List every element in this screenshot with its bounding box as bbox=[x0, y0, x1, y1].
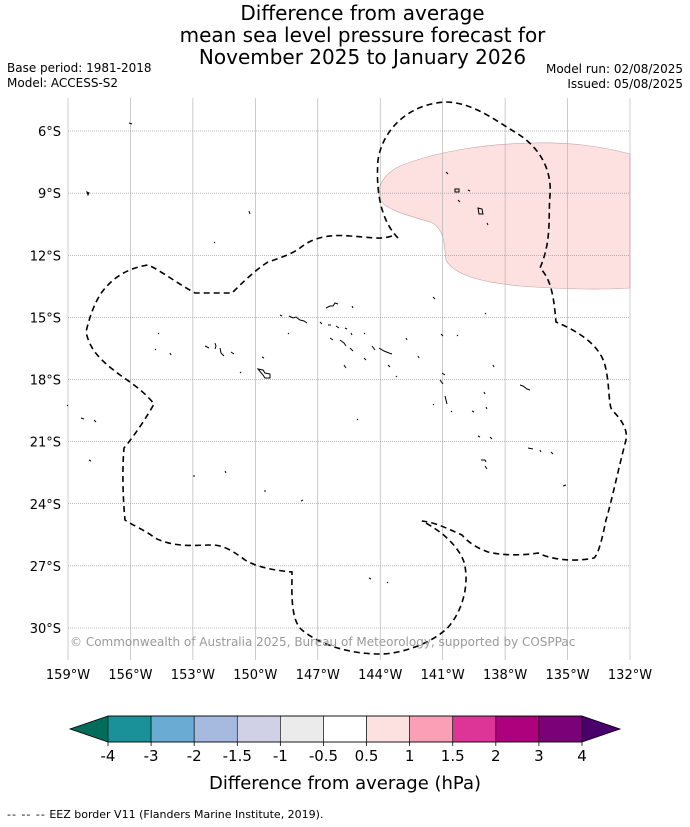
colorbar-cell bbox=[323, 715, 367, 743]
lat-label: 30°S bbox=[30, 622, 61, 637]
colorbar: -4 -3 -2 -1.5 -1 -0.5 0.5 1 1.5 2 3 4 bbox=[68, 715, 622, 765]
map-title: Difference from average mean sea level p… bbox=[0, 2, 690, 68]
colorbar-cell bbox=[107, 715, 152, 743]
meta-left: Base period: 1981-2018 Model: ACCESS-S2 bbox=[7, 61, 152, 91]
colorbar-tick-label: 0.5 bbox=[355, 747, 379, 765]
colorbar-tick-label: 1 bbox=[405, 747, 415, 765]
lon-label: 156°W bbox=[108, 668, 152, 683]
model-name: Model: ACCESS-S2 bbox=[7, 76, 119, 90]
lat-label: 12°S bbox=[30, 249, 61, 264]
anomaly-region bbox=[378, 142, 631, 290]
title-line-2: mean sea level pressure forecast for bbox=[179, 23, 546, 47]
lon-label: 141°W bbox=[421, 668, 465, 683]
colorbar-tick-label: 2 bbox=[491, 747, 501, 765]
colorbar-tick-label: -0.5 bbox=[309, 747, 338, 765]
lon-label: 135°W bbox=[545, 668, 589, 683]
gridlines bbox=[67, 98, 631, 660]
colorbar-label: Difference from average (hPa) bbox=[209, 773, 481, 794]
lon-label: 147°W bbox=[296, 668, 340, 683]
lon-label: 153°W bbox=[171, 668, 215, 683]
lon-label: 150°W bbox=[233, 668, 277, 683]
colorbar-tick-label: -1.5 bbox=[223, 747, 252, 765]
base-period: Base period: 1981-2018 bbox=[7, 61, 152, 75]
eez-legend-symbol: -- -- -- bbox=[7, 808, 46, 821]
lat-label: 6°S bbox=[38, 125, 61, 140]
colorbar-tick-label: 4 bbox=[577, 747, 587, 765]
colorbar-cell bbox=[193, 715, 238, 743]
model-run: Model run: 02/08/2025 bbox=[545, 62, 683, 76]
colorbar-cell bbox=[538, 715, 583, 743]
colorbar-over-arrow bbox=[582, 716, 620, 742]
islands bbox=[66, 122, 567, 584]
lat-label: 27°S bbox=[30, 560, 61, 575]
colorbar-tick-label: -1 bbox=[273, 747, 288, 765]
colorbar-cell bbox=[150, 715, 195, 743]
colorbar-tick-label: 1.5 bbox=[441, 747, 465, 765]
latitude-labels: 6°S 9°S 12°S 15°S 18°S 21°S 24°S 27°S 30°S bbox=[30, 125, 61, 637]
lon-label: 159°W bbox=[46, 668, 90, 683]
colorbar-cell bbox=[495, 715, 540, 743]
colorbar-tick-label: -4 bbox=[101, 747, 116, 765]
title-line-3: November 2025 to January 2026 bbox=[198, 45, 527, 69]
footer-legend: -- -- -- EEZ border V11 (Flanders Marine… bbox=[7, 808, 323, 821]
colorbar-under-arrow bbox=[70, 716, 108, 742]
eez-border bbox=[85, 101, 628, 655]
colorbar-cell bbox=[452, 715, 497, 743]
colorbar-cell bbox=[409, 715, 454, 743]
colorbar-cell bbox=[366, 715, 410, 743]
colorbar-tick-label: -2 bbox=[187, 747, 202, 765]
copyright-notice: © Commonwealth of Australia 2025, Bureau… bbox=[70, 635, 575, 649]
title-line-1: Difference from average bbox=[240, 1, 485, 25]
issued-date: Issued: 05/08/2025 bbox=[567, 77, 683, 91]
eez-legend-text: EEZ border V11 (Flanders Marine Institut… bbox=[49, 808, 324, 821]
colorbar-cell bbox=[236, 715, 281, 743]
colorbar-tick-label: -3 bbox=[144, 747, 159, 765]
longitude-labels: 159°W 156°W 153°W 150°W 147°W 144°W 141°W 138°W… bbox=[46, 668, 652, 683]
lon-label: 132°W bbox=[608, 668, 652, 683]
lat-label: 18°S bbox=[30, 374, 61, 389]
lat-label: 15°S bbox=[30, 311, 61, 326]
lon-label: 144°W bbox=[358, 668, 402, 683]
lat-label: 9°S bbox=[38, 187, 61, 202]
meta-right: Model run: 02/08/2025 Issued: 05/08/2025 bbox=[546, 62, 683, 92]
lat-label: 21°S bbox=[30, 436, 61, 451]
lat-label: 24°S bbox=[30, 498, 61, 513]
lon-label: 138°W bbox=[483, 668, 527, 683]
colorbar-tick-label: 3 bbox=[534, 747, 544, 765]
colorbar-cell bbox=[280, 715, 324, 743]
